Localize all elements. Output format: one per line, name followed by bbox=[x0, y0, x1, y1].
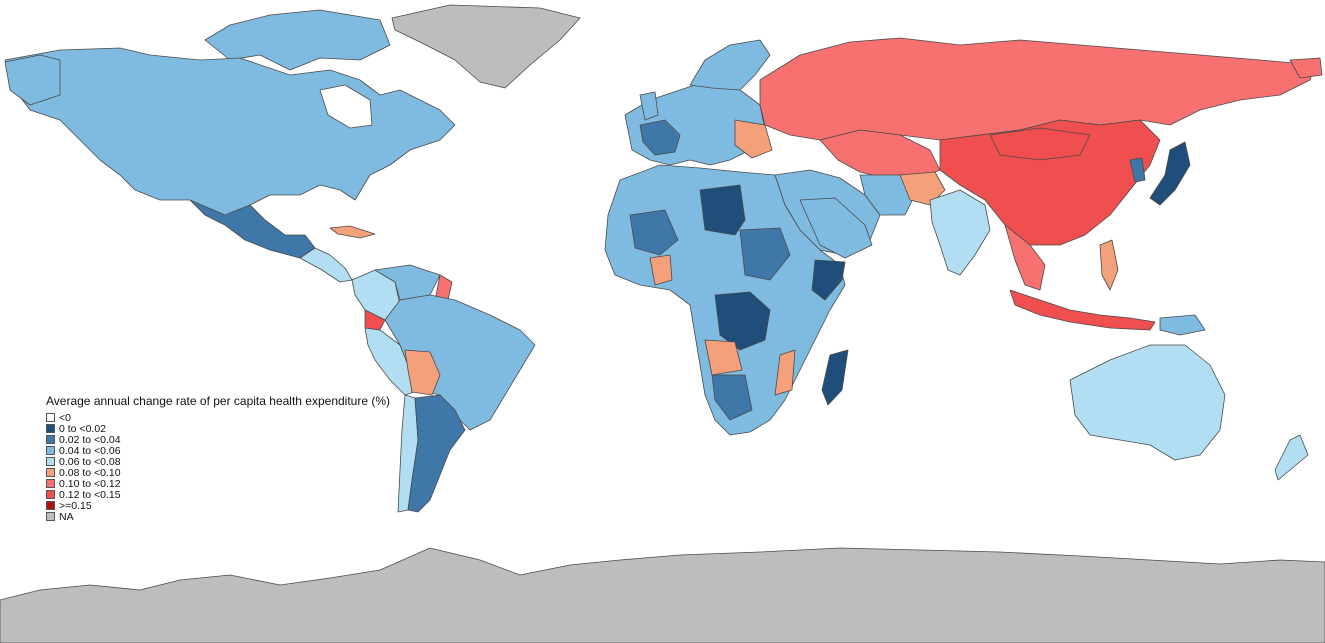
hudson-bay bbox=[319, 84, 373, 129]
nigeria-region bbox=[649, 254, 673, 286]
legend-swatch bbox=[46, 512, 55, 521]
new-zealand bbox=[1274, 434, 1309, 481]
legend-item: >=0.15 bbox=[46, 499, 390, 512]
papua-new-guinea bbox=[1159, 314, 1206, 336]
legend-label: NA bbox=[59, 510, 74, 523]
sudan bbox=[739, 227, 791, 281]
legend-item: 0.02 to <0.04 bbox=[46, 433, 390, 446]
russia bbox=[759, 37, 1316, 141]
western-europe bbox=[639, 119, 681, 156]
legend-label: >=0.15 bbox=[59, 499, 92, 512]
north-america bbox=[4, 47, 456, 226]
legend-label: 0.02 to <0.04 bbox=[59, 433, 121, 446]
southern-africa-west bbox=[711, 374, 753, 421]
australia bbox=[1069, 344, 1226, 461]
legend-swatch bbox=[46, 490, 55, 499]
legend-swatch bbox=[46, 468, 55, 477]
china bbox=[939, 119, 1161, 246]
legend-label: 0.04 to <0.06 bbox=[59, 444, 121, 457]
legend-item: 0 to <0.02 bbox=[46, 422, 390, 435]
greenland bbox=[391, 4, 581, 89]
alaska bbox=[4, 54, 61, 106]
bolivia bbox=[404, 349, 441, 396]
dr-congo bbox=[714, 291, 771, 351]
legend-swatch bbox=[46, 424, 55, 433]
legend-label: 0.10 to <0.12 bbox=[59, 477, 121, 490]
arabian-peninsula bbox=[799, 197, 873, 259]
legend-item: 0.12 to <0.15 bbox=[46, 488, 390, 501]
mozambique bbox=[774, 349, 796, 396]
southeast-asia bbox=[1004, 224, 1046, 291]
legend-item: 0.06 to <0.08 bbox=[46, 455, 390, 468]
legend-swatch bbox=[46, 501, 55, 510]
legend-title: Average annual change rate of per capita… bbox=[46, 394, 391, 408]
legend-label: <0 bbox=[59, 411, 71, 424]
scandinavia bbox=[689, 39, 771, 91]
legend-swatch bbox=[46, 435, 55, 444]
west-africa bbox=[629, 209, 679, 256]
legend-item: <0 bbox=[46, 411, 390, 424]
mongolia bbox=[989, 127, 1091, 161]
map-legend: Average annual change rate of per capita… bbox=[46, 394, 391, 523]
legend-item: 0.08 to <0.10 bbox=[46, 466, 390, 479]
chukotka bbox=[1289, 57, 1323, 79]
eastern-europe bbox=[734, 119, 773, 159]
canada-arctic-islands bbox=[204, 9, 391, 71]
legend-item: 0.10 to <0.12 bbox=[46, 477, 390, 490]
legend-label: 0 to <0.02 bbox=[59, 422, 106, 435]
angola bbox=[704, 339, 743, 376]
legend-item: NA bbox=[46, 510, 390, 523]
united-kingdom bbox=[639, 91, 659, 121]
legend-swatch bbox=[46, 457, 55, 466]
legend-label: 0.12 to <0.15 bbox=[59, 488, 121, 501]
legend-item: 0.04 to <0.06 bbox=[46, 444, 390, 457]
peru bbox=[364, 327, 421, 396]
indonesia bbox=[1009, 289, 1156, 331]
cuba bbox=[329, 225, 376, 239]
japan bbox=[1149, 141, 1191, 206]
legend-swatch bbox=[46, 446, 55, 455]
legend-swatch bbox=[46, 479, 55, 488]
philippines bbox=[1099, 239, 1119, 291]
libya bbox=[699, 184, 746, 236]
legend-items: <0 0 to <0.02 0.02 to <0.04 0.04 to <0.06 0.… bbox=[46, 411, 390, 523]
antarctica bbox=[0, 547, 1325, 643]
legend-label: 0.08 to <0.10 bbox=[59, 466, 121, 479]
legend-swatch bbox=[46, 413, 55, 422]
india bbox=[929, 189, 991, 276]
korea bbox=[1129, 157, 1146, 183]
horn-of-africa bbox=[811, 259, 846, 301]
mexico bbox=[189, 199, 316, 259]
legend-label: 0.06 to <0.08 bbox=[59, 455, 121, 468]
argentina bbox=[407, 394, 466, 513]
central-america bbox=[299, 247, 353, 283]
madagascar bbox=[821, 349, 849, 406]
